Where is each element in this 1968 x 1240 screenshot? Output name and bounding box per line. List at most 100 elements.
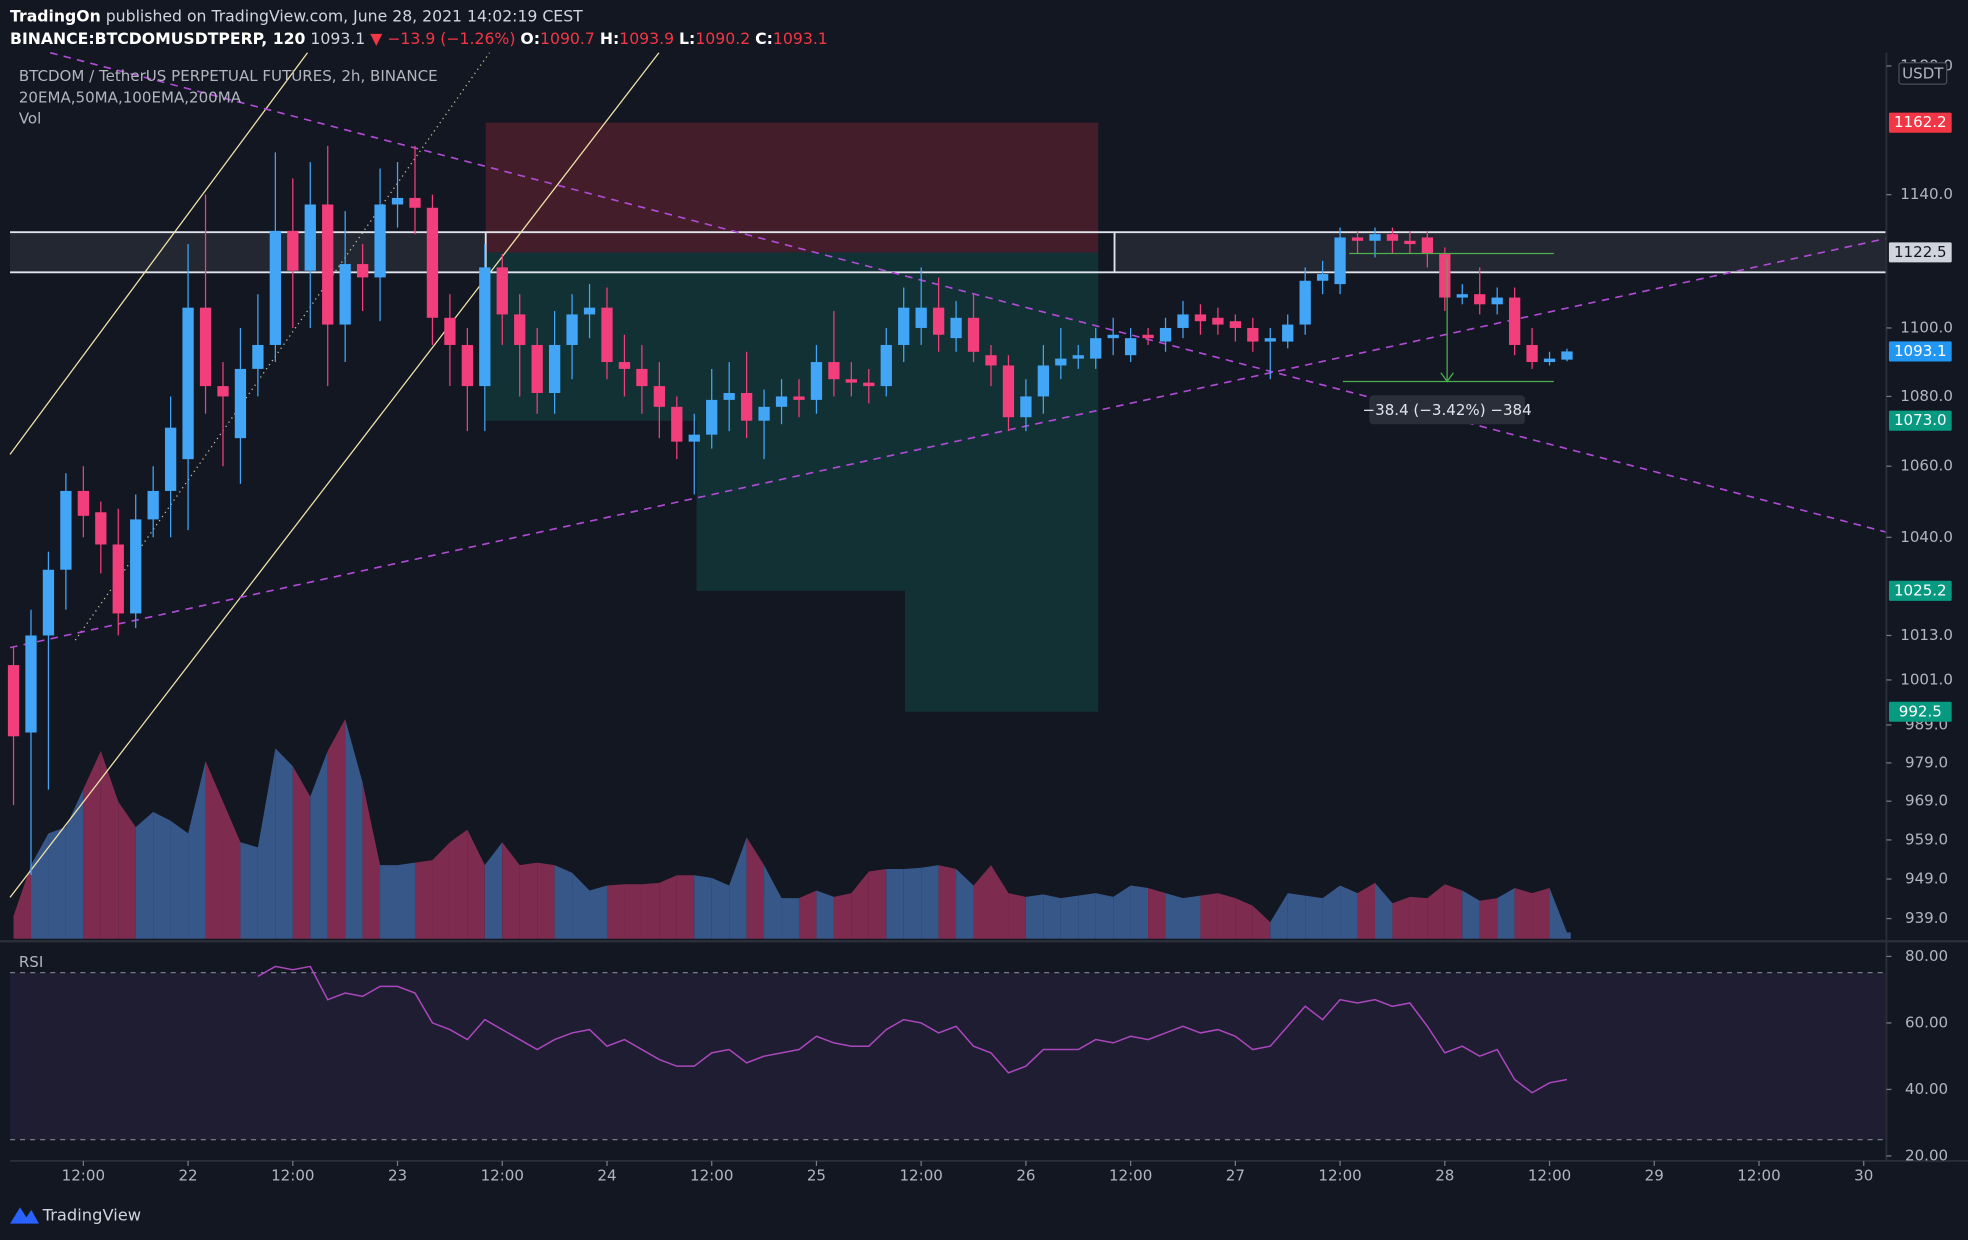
candle-body	[1212, 317, 1224, 325]
target-zone	[485, 252, 1099, 712]
candle-body	[444, 317, 456, 345]
volume-area	[851, 871, 869, 939]
volume-area	[1305, 895, 1323, 939]
volume-area	[432, 842, 450, 939]
volume-area	[973, 865, 991, 939]
volume-area	[275, 748, 293, 939]
candle-body	[1177, 314, 1189, 328]
volume-area	[781, 898, 799, 939]
volume-area	[624, 884, 642, 939]
price-label-box	[1888, 701, 1952, 722]
ohlc-value: 1093.9	[619, 28, 674, 47]
volume-area	[1235, 898, 1253, 939]
candle-body	[688, 434, 700, 442]
rsi-tick-label: 20.00	[1905, 1146, 1948, 1164]
volume-area	[1043, 894, 1061, 939]
candle-body	[1316, 274, 1329, 281]
candle-body	[1282, 324, 1294, 342]
axes: 80.0060.0040.0020.001180.01140.01100.010…	[62, 56, 1953, 1184]
footer: TradingView	[10, 1206, 141, 1225]
candle-body	[1421, 237, 1434, 255]
volume-area	[414, 860, 433, 939]
candle-body	[1072, 355, 1084, 359]
volume-area	[606, 884, 625, 939]
ohlc-value: 1093.1	[773, 28, 828, 47]
volume-area	[1514, 888, 1533, 939]
volume-area	[188, 761, 206, 939]
candle-body	[1369, 234, 1381, 241]
candle-body	[199, 307, 212, 387]
volume-area	[222, 801, 241, 939]
volume-area	[1008, 893, 1026, 939]
symbol: BINANCE:BTCDOMUSDTPERP, 120	[10, 28, 305, 47]
volume-pane	[13, 719, 1571, 939]
indicators: 20EMA,50MA,100EMA,200MA	[19, 88, 242, 106]
candle-body	[1107, 334, 1119, 339]
volume-area	[1409, 896, 1428, 939]
channel-line	[9, 52, 309, 455]
volume-area	[1200, 893, 1218, 939]
volume-area	[519, 862, 538, 939]
y-tick-label: 1140.0	[1900, 185, 1953, 203]
last-price: 1093.1	[310, 28, 365, 47]
volume-area	[1357, 882, 1375, 939]
candle-body	[723, 392, 735, 400]
volume-area	[502, 842, 520, 939]
candle-body	[130, 519, 142, 614]
candle-body	[810, 362, 823, 400]
volume-area	[1374, 882, 1393, 939]
volume-area	[921, 865, 939, 939]
volume-area	[641, 882, 660, 939]
candle-body	[1142, 334, 1154, 339]
ohlc-value: 1090.2	[695, 28, 750, 47]
volume-area	[659, 875, 677, 939]
currency: USDT	[1902, 65, 1944, 83]
volume-area	[746, 837, 765, 939]
price-label: 1093.1	[1894, 342, 1947, 360]
price-label: 1122.5	[1894, 243, 1947, 261]
x-tick-label: 29	[1645, 1166, 1664, 1184]
volume-area	[694, 875, 712, 939]
x-tick-label: 12:00	[690, 1166, 733, 1184]
volume-area	[1113, 885, 1131, 939]
volume-area	[205, 761, 223, 939]
candle-body	[793, 396, 805, 400]
x-tick-label: 23	[388, 1166, 407, 1184]
volume-area	[1060, 895, 1079, 939]
volume-area	[537, 862, 555, 939]
volume-area	[310, 750, 328, 939]
price-label: 1025.2	[1894, 581, 1947, 599]
price-label-box	[1888, 341, 1952, 362]
header-line-2: BINANCE:BTCDOMUSDTPERP, 120 1093.1 ▼ −13…	[10, 28, 828, 47]
candle-body	[1090, 338, 1102, 359]
volume-area	[798, 890, 817, 939]
candle-body	[1404, 240, 1416, 245]
volume-area	[1322, 885, 1341, 939]
brand: TradingView	[42, 1206, 141, 1225]
candle-body	[391, 197, 404, 205]
x-tick-label: 22	[179, 1166, 198, 1184]
volume-area	[1444, 884, 1463, 939]
trend-line	[9, 237, 1887, 649]
candle-body	[915, 307, 927, 328]
author: TradingOn	[10, 6, 101, 25]
volume-area	[1078, 893, 1096, 939]
measure-label-box	[1369, 395, 1525, 425]
volume-area	[13, 865, 31, 939]
price-label-box	[1888, 112, 1952, 133]
y-tick-label: 1013.0	[1900, 626, 1953, 644]
volume-area	[1340, 885, 1358, 939]
candle-body	[1299, 280, 1311, 325]
candle-body	[932, 307, 945, 335]
volume-area	[554, 865, 573, 939]
candle-body	[1229, 321, 1242, 328]
price-label: 992.5	[1899, 702, 1942, 720]
volume-area	[1095, 893, 1114, 939]
candle-body	[1264, 338, 1276, 342]
volume-area	[1287, 893, 1306, 939]
candle-body	[740, 392, 753, 421]
published: published on TradingView.com, June 28, 2…	[106, 6, 583, 25]
volume-area	[118, 801, 136, 939]
candle-body	[1508, 297, 1521, 345]
